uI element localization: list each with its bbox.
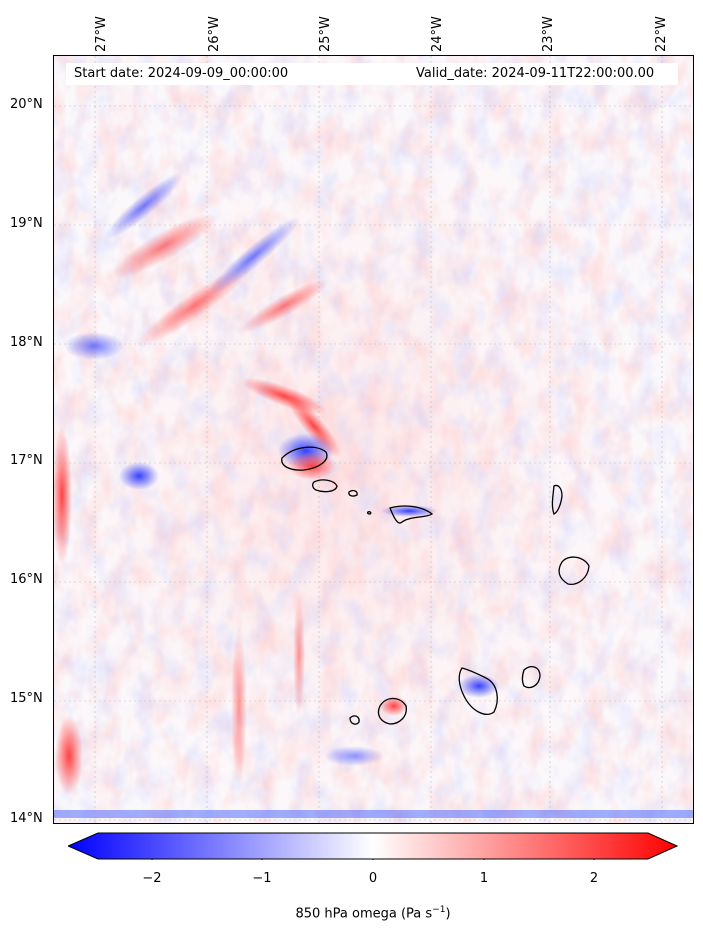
colorbar-ticks — [151, 859, 595, 860]
island-fogo — [377, 697, 407, 725]
island-maio — [521, 665, 541, 689]
lon-label-23w: 23°W — [541, 16, 556, 52]
colorbar-label: 850 hPa omega (Pa s−1) — [0, 905, 703, 921]
island-coastlines — [281, 446, 590, 725]
island-santiago — [458, 667, 498, 715]
lon-label-24w: 24°W — [430, 16, 445, 52]
upper-left-bands — [64, 172, 328, 360]
colorbar-tick-2: 2 — [589, 871, 599, 886]
colorbar-label-end: ) — [445, 906, 451, 922]
start-date-label: Start date: 2024-09-09_00:00:00 — [74, 66, 289, 81]
island-sao-nicolau — [389, 505, 434, 524]
colorbar-label-main: 850 hPa omega (Pa s — [295, 906, 433, 922]
lat-label-19n: 19°N — [10, 216, 43, 231]
lat-label-17n: 17°N — [10, 453, 43, 468]
header-info-box — [66, 63, 678, 85]
lat-label-15n: 15°N — [10, 691, 43, 706]
colorbar-tick-neg2: −2 — [142, 871, 162, 886]
lon-label-22w: 22°W — [654, 16, 669, 52]
lat-label-20n: 20°N — [10, 97, 43, 112]
lat-label-16n: 16°N — [10, 572, 43, 587]
omega-field-svg — [54, 56, 693, 823]
island-santa-luzia — [348, 489, 358, 497]
lat-label-14n: 14°N — [10, 811, 43, 826]
lon-label-25w: 25°W — [318, 16, 333, 52]
island-raso — [366, 511, 372, 515]
gridlines — [54, 56, 693, 823]
island-brava — [349, 715, 360, 725]
omega-colorbar — [68, 832, 678, 860]
lat-label-18n: 18°N — [10, 335, 43, 350]
omega-map — [53, 55, 694, 824]
island-boa-vista — [558, 556, 590, 585]
colorbar-tick-1: 1 — [479, 871, 489, 886]
lon-label-26w: 26°W — [207, 16, 222, 52]
colorbar-tick-0: 0 — [368, 871, 378, 886]
island-santo-antao — [281, 446, 328, 471]
valid-date-label: Valid_date: 2024-09-11T22:00:00.00 — [416, 66, 655, 81]
colorbar-tick-neg1: −1 — [252, 871, 272, 886]
island-sal — [551, 484, 563, 515]
lon-label-27w: 27°W — [94, 16, 109, 52]
island-sao-vicente — [312, 479, 338, 493]
colorbar-label-sup: −1 — [432, 905, 446, 915]
